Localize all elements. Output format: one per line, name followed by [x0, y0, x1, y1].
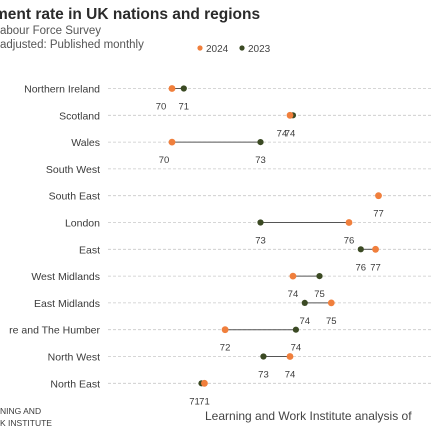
value-label-re-and-the-humber-0: 72	[220, 343, 231, 354]
category-label-south-west: South West	[46, 164, 100, 176]
value-label-west-midlands-0: 74	[288, 289, 299, 300]
value-label-wales-1: 73	[255, 155, 266, 166]
category-label-wales: Wales	[71, 137, 100, 149]
chart-title: ment rate in UK nations and regions	[0, 6, 260, 23]
point-2024-south-east	[375, 192, 382, 200]
logo-line-2: K INSTITUTE	[0, 418, 52, 428]
value-label-north-east-1: 71	[199, 396, 210, 407]
value-label-west-midlands-1: 75	[314, 289, 325, 300]
source-note: Learning and Work Institute analysis of	[205, 409, 412, 423]
category-label-scotland: Scotland	[59, 110, 100, 122]
point-2024-east	[372, 245, 379, 253]
category-label-east-midlands: East Midlands	[34, 298, 100, 310]
value-label-scotland-0: 74	[285, 128, 296, 139]
point-2023-re-and-the-humber	[292, 326, 299, 333]
value-label-re-and-the-humber-1: 74	[291, 343, 302, 354]
point-2023-wales	[257, 139, 264, 146]
legend-2024-marker	[197, 45, 203, 51]
point-2024-scotland	[286, 111, 294, 119]
value-label-south-east-0: 77	[373, 209, 384, 220]
category-label-south-east: South East	[49, 191, 100, 203]
point-2024-west-midlands	[289, 272, 297, 280]
value-label-north-west-1: 74	[285, 370, 296, 381]
category-label-north-west: North West	[48, 352, 100, 364]
value-label-northern-ireland-0: 70	[156, 102, 167, 113]
point-2024-re-and-the-humber	[221, 326, 229, 334]
legend-2023-label: 2023	[248, 44, 271, 55]
legend-2024-label: 2024	[206, 44, 229, 55]
value-label-east-1: 77	[370, 262, 381, 273]
category-label-north-east: North East	[50, 378, 100, 390]
point-2023-east	[357, 246, 364, 253]
point-2023-north-west	[260, 353, 267, 360]
point-2023-west-midlands	[316, 273, 323, 280]
value-label-north-west-0: 73	[258, 370, 269, 381]
value-label-east-0: 76	[356, 262, 367, 273]
value-label-london-0: 73	[255, 236, 266, 247]
category-label-london: London	[65, 218, 100, 230]
logo-line-1: NING AND	[0, 406, 41, 416]
value-label-wales-0: 70	[159, 155, 170, 166]
value-label-north-east-0: 71	[189, 396, 200, 407]
legend: 2024 2023	[197, 44, 271, 55]
value-label-london-1: 76	[344, 236, 355, 247]
category-label-northern-ireland: Northern Ireland	[24, 84, 100, 96]
point-2024-london	[345, 219, 353, 226]
value-label-northern-ireland-1: 71	[179, 102, 190, 113]
category-label-west-midlands: West Midlands	[31, 271, 100, 283]
point-2023-london	[257, 219, 264, 226]
value-label-east-midlands-0: 74	[299, 316, 310, 327]
point-2024-north-east	[201, 379, 208, 387]
category-label-east: East	[79, 244, 100, 256]
point-2023-northern-ireland	[180, 85, 187, 92]
point-2024-northern-ireland	[168, 85, 176, 92]
point-2024-wales	[168, 138, 176, 146]
point-2024-north-west	[286, 353, 294, 360]
chart-subtitle-1: abour Force Survey	[0, 25, 101, 37]
point-2023-east-midlands	[301, 299, 308, 306]
category-label-re-and-the-humber: re and The Humber	[9, 325, 100, 337]
value-label-east-midlands-1: 75	[326, 316, 337, 327]
value-label-scotland-1: 74	[277, 128, 288, 139]
chart-subtitle-2: adjusted: Published monthly	[0, 39, 144, 51]
point-2024-east-midlands	[327, 299, 335, 307]
legend-2023-marker	[239, 45, 245, 51]
